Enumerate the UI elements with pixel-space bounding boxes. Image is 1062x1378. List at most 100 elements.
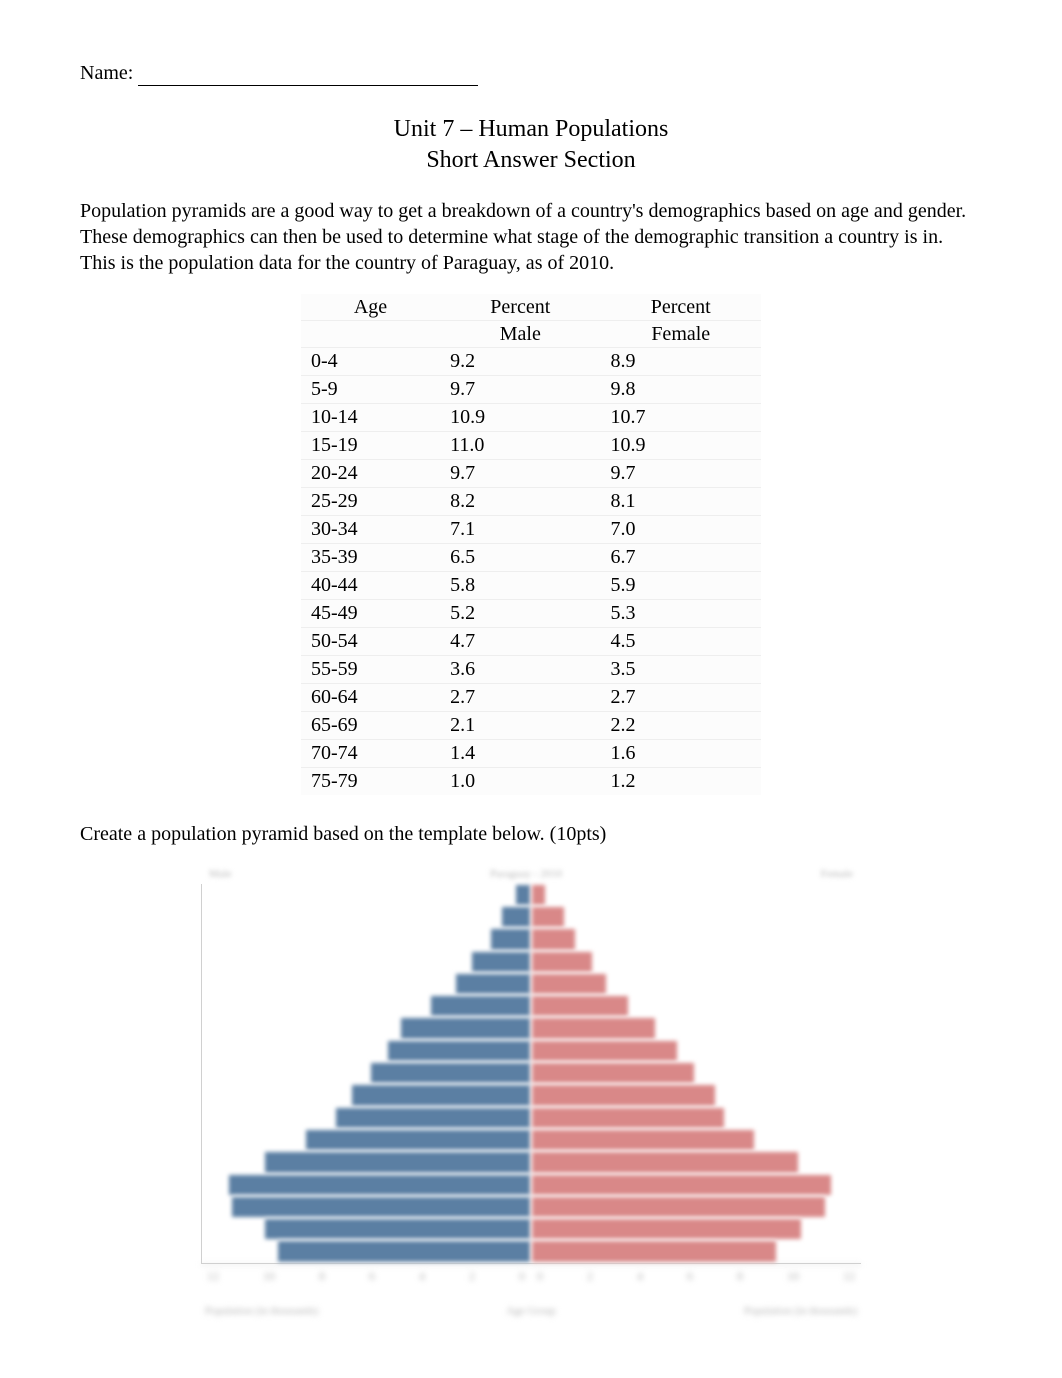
bottom-label-left: Population (in thousands) [205,1304,318,1318]
table-row: 70-741.41.6 [301,740,761,768]
cell-female: 5.3 [601,600,761,628]
x-tick: 8 [737,1269,743,1298]
x-tick: 8 [319,1269,325,1298]
cell-male: 8.2 [440,488,600,516]
col-header-male-1: Percent [440,294,600,321]
pyramid-header-left: Male [209,867,232,881]
bar-male [456,973,530,995]
cell-age: 45-49 [301,600,440,628]
pyramid-half-right [532,1017,862,1039]
x-tick: 12 [843,1269,855,1298]
bar-female [532,1151,798,1173]
cell-age: 25-29 [301,488,440,516]
x-tick: 4 [637,1269,643,1298]
col-header-age-2 [301,321,440,348]
bar-male [472,951,529,973]
table-row: 20-249.79.7 [301,460,761,488]
pyramid-half-left [202,973,532,995]
table-row: 50-544.74.5 [301,628,761,656]
pyramid-half-left [202,928,532,950]
table-row: 15-1911.010.9 [301,432,761,460]
bar-male [371,1062,529,1084]
pyramid-row [202,951,861,973]
pyramid-chart [201,884,861,1264]
bar-male [491,928,529,950]
pyramid-half-left [202,1151,532,1173]
bar-female [532,1107,724,1129]
title-line-1: Unit 7 – Human Populations [80,114,982,145]
pyramid-half-right [532,1040,862,1062]
pyramid-header-right: Female [821,867,853,881]
pyramid-row [202,884,861,906]
cell-male: 9.7 [440,460,600,488]
cell-age: 10-14 [301,404,440,432]
population-data-table: Age Percent Percent Male Female 0-49.28.… [301,294,761,795]
table-body: 0-49.28.95-99.79.810-1410.910.715-1911.0… [301,348,761,796]
pyramid-row [202,1240,861,1262]
pyramid-half-right [532,951,862,973]
bar-male [352,1084,529,1106]
bar-female [532,1062,694,1084]
cell-male: 3.6 [440,656,600,684]
pyramid-half-left [202,1084,532,1106]
cell-age: 5-9 [301,376,440,404]
bar-male [232,1196,529,1218]
x-tick: 2 [587,1269,593,1298]
cell-age: 55-59 [301,656,440,684]
table-row: 40-445.85.9 [301,572,761,600]
table-row: 0-49.28.9 [301,348,761,376]
pyramid-half-right [532,1151,862,1173]
table-row: 55-593.63.5 [301,656,761,684]
bar-female [532,1129,754,1151]
pyramid-half-right [532,928,862,950]
instruction-text: Create a population pyramid based on the… [80,821,982,847]
pyramid-row [202,906,861,928]
table-row: 45-495.25.3 [301,600,761,628]
cell-female: 5.9 [601,572,761,600]
bar-male [265,1218,530,1240]
table-row: 60-642.72.7 [301,684,761,712]
cell-female: 2.2 [601,712,761,740]
title-line-2: Short Answer Section [80,145,982,176]
table-row: 35-396.56.7 [301,544,761,572]
cell-female: 6.7 [601,544,761,572]
pyramid-half-right [532,1196,862,1218]
cell-male: 2.7 [440,684,600,712]
pyramid-row [202,1196,861,1218]
x-tick: 0 [537,1269,543,1298]
cell-age: 75-79 [301,768,440,796]
cell-age: 70-74 [301,740,440,768]
bar-female [532,1040,678,1062]
bar-female [532,995,628,1017]
pyramid-half-left [202,906,532,928]
cell-male: 7.1 [440,516,600,544]
pyramid-row [202,1174,861,1196]
x-tick: 12 [207,1269,219,1298]
bar-male [401,1017,529,1039]
cell-male: 6.5 [440,544,600,572]
cell-male: 5.2 [440,600,600,628]
pyramid-half-right [532,1129,862,1151]
bar-female [532,1218,801,1240]
x-tick: 6 [369,1269,375,1298]
cell-age: 15-19 [301,432,440,460]
pyramid-header-center: Paraguay - 2010 [490,867,562,881]
x-tick: 2 [469,1269,475,1298]
bar-male [516,884,530,906]
cell-female: 7.0 [601,516,761,544]
table-row: 5-99.79.8 [301,376,761,404]
cell-female: 4.5 [601,628,761,656]
bar-female [532,884,546,906]
name-field-line: Name: [80,60,982,86]
bottom-label-center: Age Group [506,1304,555,1318]
pyramid-row [202,1107,861,1129]
name-blank-line[interactable] [138,85,478,86]
pyramid-half-right [532,1174,862,1196]
table-row: 30-347.17.0 [301,516,761,544]
pyramid-half-right [532,1062,862,1084]
bar-female [532,1174,831,1196]
col-header-male-2: Male [440,321,600,348]
bar-female [532,951,592,973]
cell-male: 5.8 [440,572,600,600]
pyramid-half-left [202,1240,532,1262]
